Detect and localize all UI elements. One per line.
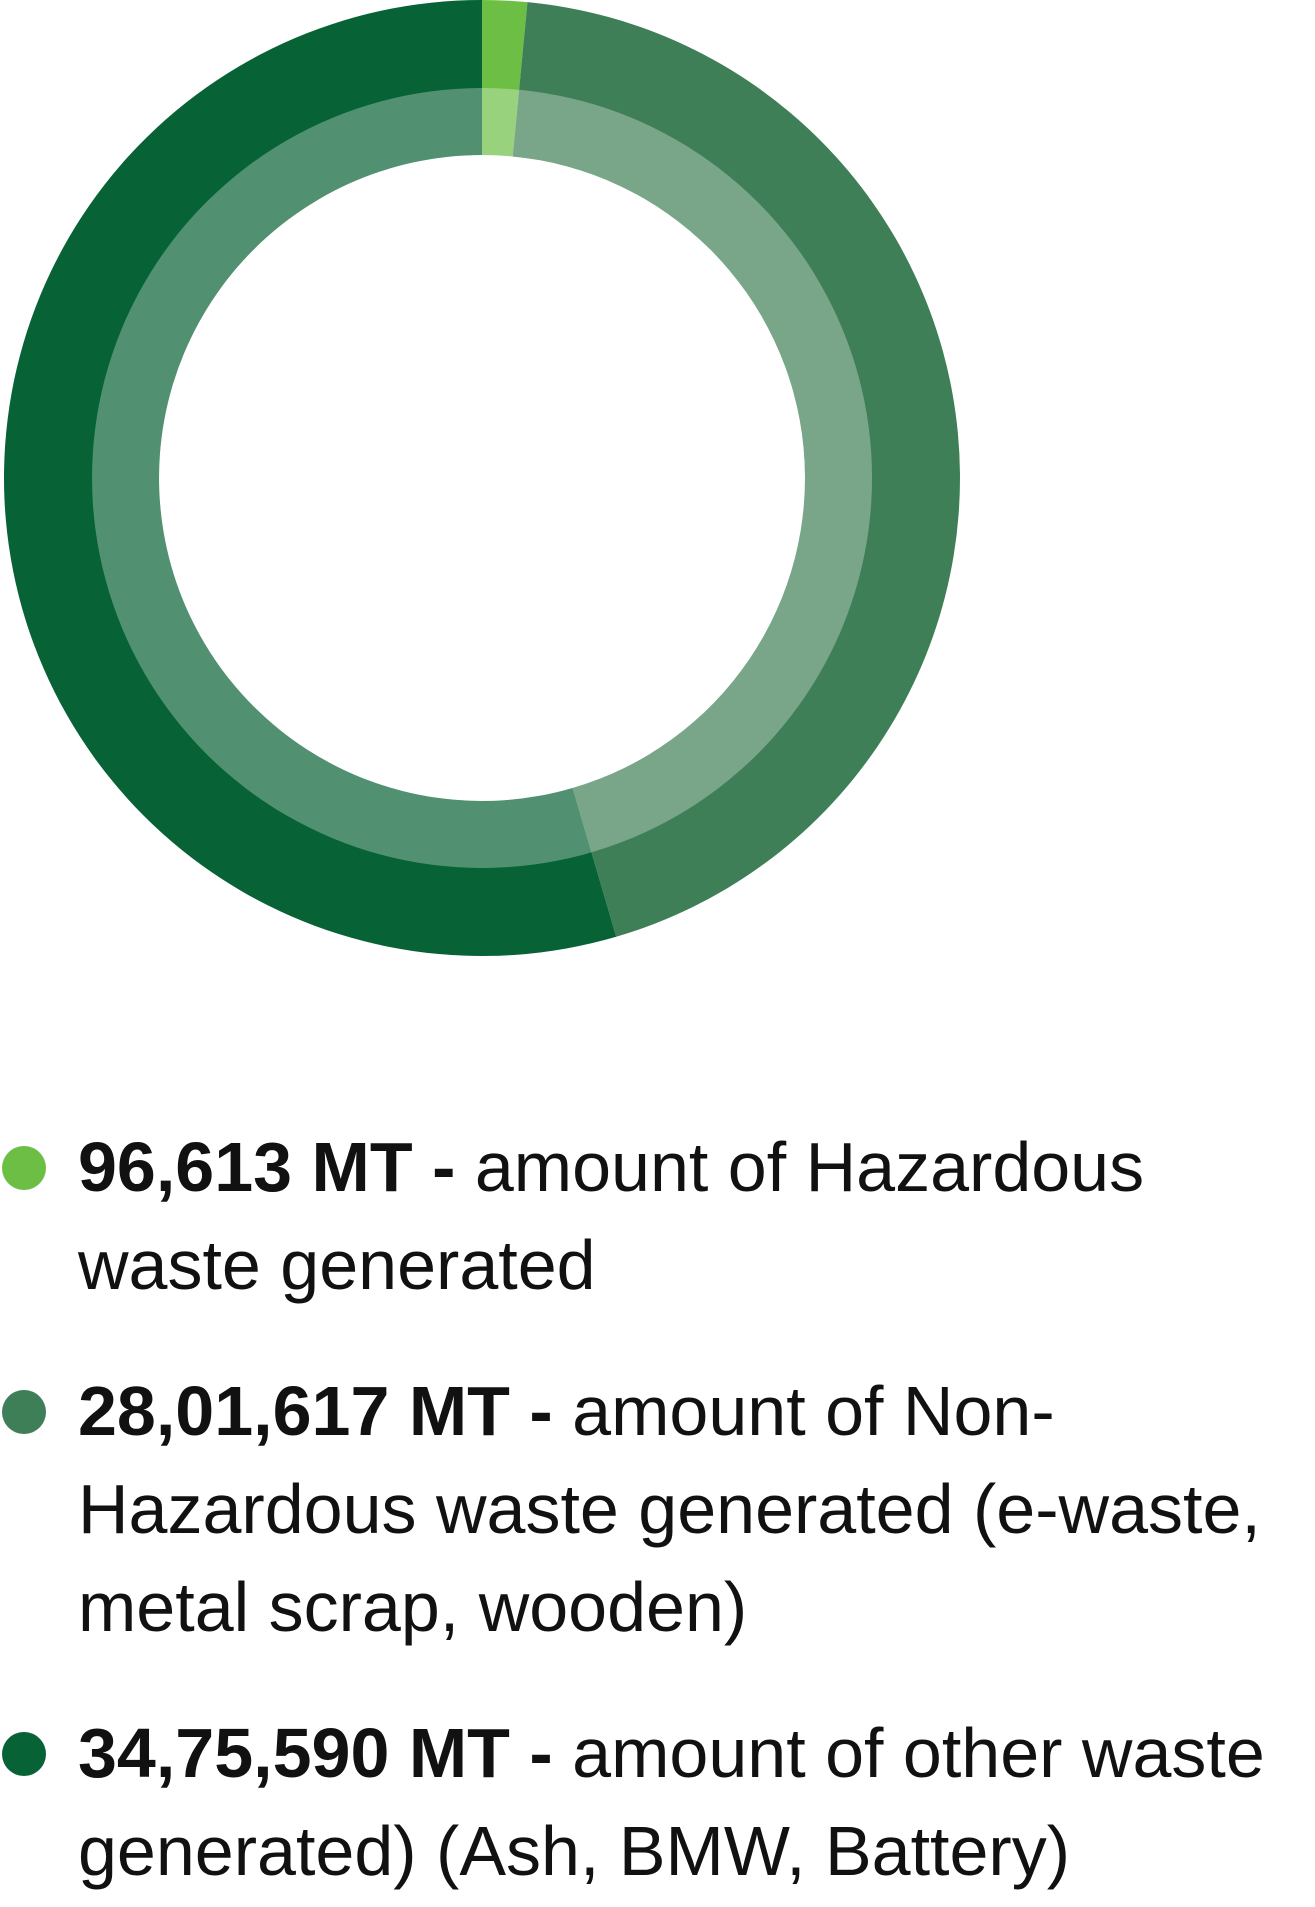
legend-item-hazardous: 96,613 MT - amount of Hazardous waste ge… (0, 1118, 1300, 1314)
legend-separator: - (432, 1128, 456, 1206)
legend-description-non-hazardous: amount of Non-Hazardous waste generated … (78, 1372, 1261, 1646)
legend-separator: - (529, 1372, 553, 1450)
legend-dot-other (2, 1732, 46, 1776)
donut-chart (3, 0, 960, 956)
donut-slice-hazardous (482, 0, 528, 157)
legend-dot-non-hazardous (2, 1390, 46, 1434)
legend-dot-hazardous (2, 1146, 46, 1190)
legend-description-other: amount of other waste generated) (Ash, B… (78, 1714, 1265, 1890)
legend-item-other: 34,75,590 MT - amount of other waste gen… (0, 1704, 1300, 1900)
donut-slice-other (3, 0, 617, 956)
legend-value-hazardous: 96,613 MT (78, 1128, 413, 1206)
legend-separator: - (529, 1714, 553, 1792)
legend-description-hazardous: amount of Hazardous waste generated (78, 1128, 1145, 1304)
chart-legend: 96,613 MT - amount of Hazardous waste ge… (0, 1118, 1300, 1900)
legend-value-non-hazardous: 28,01,617 MT (78, 1372, 510, 1450)
donut-slice-non-hazardous (512, 2, 960, 937)
donut-inner-band (92, 88, 873, 868)
legend-value-other: 34,75,590 MT (78, 1714, 510, 1792)
legend-item-non-hazardous: 28,01,617 MT - amount of Non-Hazardous w… (0, 1362, 1300, 1656)
